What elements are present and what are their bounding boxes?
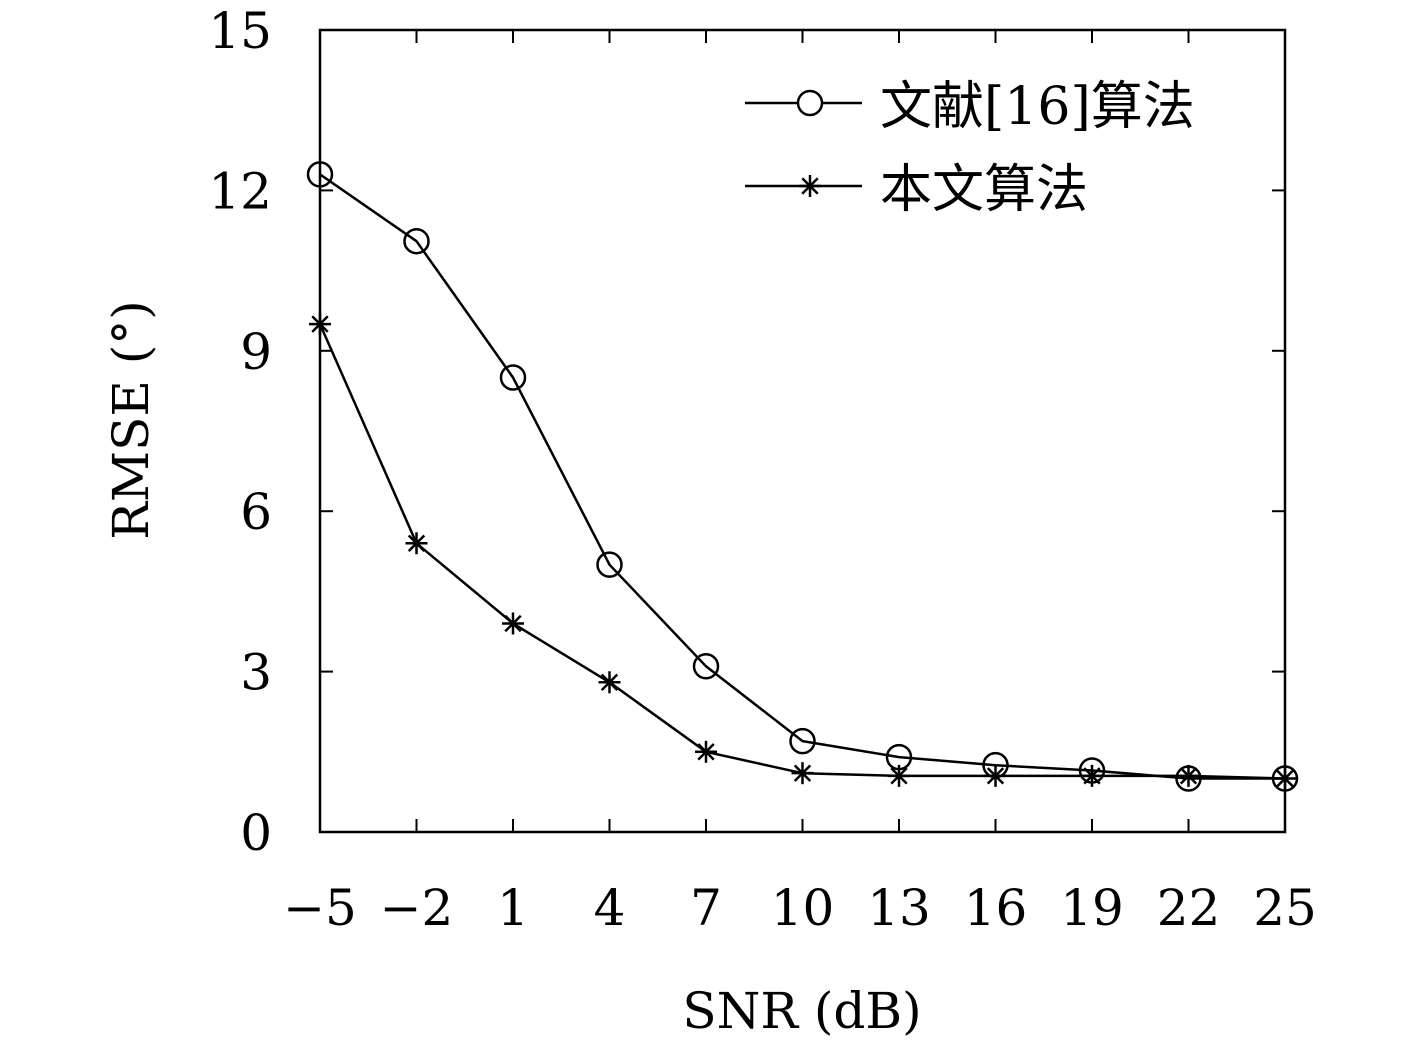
legend-marker-proposed (799, 175, 821, 197)
data-point (984, 764, 1007, 787)
legend: 文献[16]算法 本文算法 (745, 77, 1195, 220)
x-tick-label: −2 (380, 879, 454, 937)
x-tick-label: 7 (690, 879, 722, 937)
plot-frame (318, 28, 1287, 834)
data-point (306, 161, 334, 188)
data-point (692, 653, 720, 680)
data-point (499, 364, 527, 391)
x-tick-label: 16 (964, 879, 1028, 937)
y-axis-title: RMSE (°) (102, 300, 160, 540)
data-point (1274, 767, 1296, 790)
data-point (405, 532, 428, 555)
data-point (403, 227, 430, 255)
y-tick-label: 15 (208, 2, 272, 60)
y-tick-labels: 0 3 6 9 12 15 (208, 2, 272, 862)
x-tick-label: 10 (771, 879, 835, 937)
series-ref16 (306, 161, 1299, 792)
data-point (309, 313, 331, 336)
legend-marker-ref16 (796, 89, 824, 117)
x-tick-label: 1 (497, 879, 529, 937)
legend-star-glyph (799, 175, 821, 197)
data-point (502, 612, 524, 635)
series-layer (306, 161, 1299, 792)
data-point (1177, 764, 1200, 787)
x-tick-label: 13 (867, 879, 931, 937)
y-tick-label: 6 (240, 483, 272, 541)
axis-ticks (319, 29, 1286, 833)
y-tick-label: 9 (240, 323, 272, 381)
legend-label-ref16: 文献[16]算法 (880, 77, 1195, 137)
x-tick-label: 19 (1060, 879, 1124, 937)
x-tick-label: −5 (283, 879, 357, 937)
legend-label-proposed: 本文算法 (880, 160, 1088, 220)
y-tick-label: 12 (208, 162, 272, 220)
series-line (319, 173, 1285, 780)
x-tick-label: 4 (594, 879, 626, 937)
data-point (789, 727, 816, 755)
data-point (596, 551, 623, 578)
x-axis-title: SNR (dB) (682, 982, 921, 1040)
data-point (791, 762, 814, 785)
series-proposed (309, 313, 1296, 790)
data-point (695, 740, 717, 763)
x-tick-label: 22 (1157, 879, 1221, 937)
data-point (888, 764, 910, 787)
data-point (1081, 764, 1103, 787)
series-line (318, 323, 1286, 780)
y-tick-label: 3 (240, 644, 272, 702)
x-tick-labels: −5 −2 1 4 7 10 13 16 19 22 25 (283, 879, 1317, 937)
x-tick-label: 25 (1253, 879, 1317, 937)
data-point (598, 671, 621, 694)
y-tick-label: 0 (240, 804, 272, 862)
